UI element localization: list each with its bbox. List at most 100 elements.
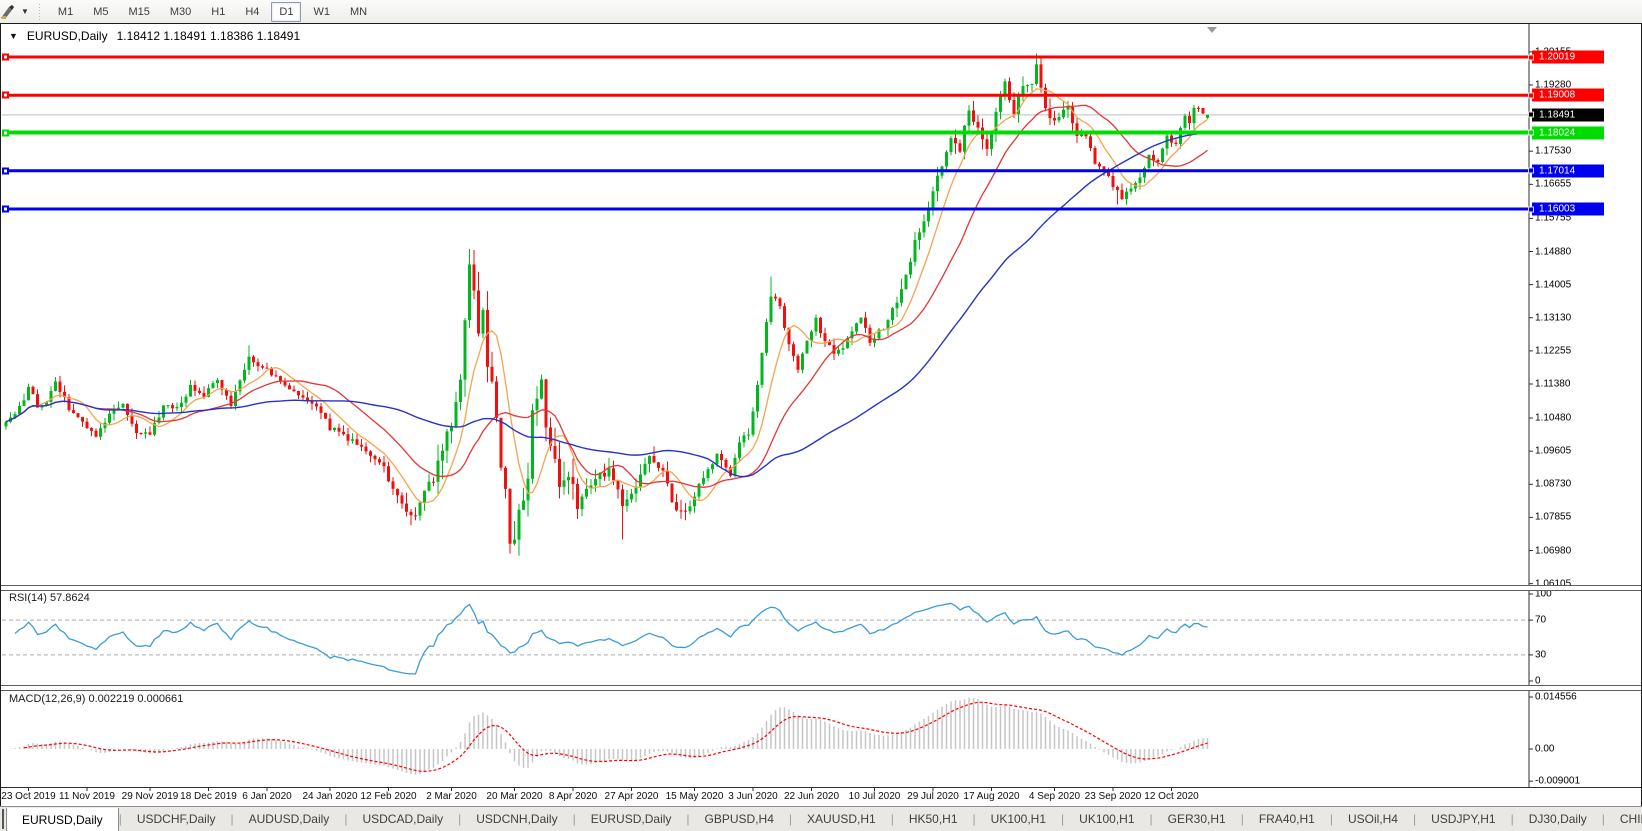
tabbar-grip[interactable]: [2, 809, 4, 829]
main-price-pane[interactable]: [1, 53, 1529, 556]
chart-tab-eurusd-daily[interactable]: EURUSD,Daily: [6, 808, 119, 831]
timeframe-button-d1[interactable]: D1: [271, 1, 302, 22]
date-axis-label: 17 Aug 2020: [963, 791, 1020, 802]
chart-tab-gbpusd-h4[interactable]: GBPUSD,H4: [704, 812, 774, 826]
price-axis-tick: 1.10480: [1535, 412, 1572, 424]
price-axis-tick: 1.14880: [1535, 246, 1572, 257]
pane-separator[interactable]: [1, 585, 1641, 591]
chart-tab-fra40-h1[interactable]: FRA40,H1: [1258, 812, 1315, 826]
chart-tab-eurusd-daily[interactable]: EURUSD,Daily: [590, 812, 672, 826]
price-chart-canvas[interactable]: [1, 24, 1641, 806]
timeframe-button-h4[interactable]: H4: [245, 5, 260, 18]
draw-cursor-icon-glyph: [1, 4, 14, 19]
chart-symbol-label: EURUSD,Daily: [26, 29, 108, 43]
ma-mid-line: [5, 104, 1208, 488]
tab-divider: |: [686, 812, 690, 826]
price-axis-tick: 1.07855: [1535, 511, 1572, 523]
price-axis-tick: 1.11380: [1535, 378, 1571, 390]
chart-tab-uk100-h1[interactable]: UK100,H1: [1079, 812, 1135, 826]
chart-tab-xauusd-h1[interactable]: XAUUSD,H1: [807, 812, 876, 826]
tab-divider: |: [1412, 812, 1417, 826]
timeframe-button-h1[interactable]: H1: [211, 5, 226, 18]
price-axis-tick: 1.06980: [1535, 545, 1572, 557]
top-toolbar: ▼ M1 M5 M15 M30 H1 H4 D1 W1 MN: [0, 0, 1642, 24]
macd-pane[interactable]: [6, 697, 1209, 775]
price-axis-tick: 1.19280: [1535, 79, 1572, 91]
date-axis-label: 15 May 2020: [665, 791, 724, 802]
date-axis-label: 12 Feb 2020: [360, 791, 417, 802]
tab-divider: |: [1240, 812, 1244, 826]
hline-drag-handle[interactable]: [2, 91, 9, 99]
hline-drag-handle[interactable]: [2, 129, 9, 136]
chart-tab-audusd-daily[interactable]: AUDUSD,Daily: [248, 812, 330, 826]
date-axis-label: 10 Jul 2020: [848, 791, 901, 802]
date-axis-label: 29 Nov 2019: [121, 791, 179, 802]
hline-drag-handle[interactable]: [2, 53, 9, 61]
date-axis-label: 24 Jan 2020: [302, 791, 358, 802]
toolbar-grip: [36, 3, 42, 20]
rsi-line: [14, 602, 1208, 675]
chevron-down-icon[interactable]: ▼: [21, 7, 29, 16]
level-price-tag: 1.18024: [1528, 126, 1604, 139]
date-axis-label: 27 Apr 2020: [604, 791, 659, 802]
chart-shift-marker-icon[interactable]: [1207, 27, 1217, 33]
date-axis-label: 23 Sep 2020: [1084, 791, 1142, 802]
rsi-axis-tick: 100: [1535, 588, 1552, 600]
tab-divider: |: [1510, 812, 1514, 826]
tab-divider: |: [1601, 812, 1605, 826]
price-axis-tick: 1.06105: [1535, 578, 1572, 590]
chart-tab-hk50-h1[interactable]: HK50,H1: [908, 812, 958, 826]
date-axis-label: 3 Jun 2020: [728, 791, 778, 802]
chart-tab-ger30-h1[interactable]: GER30,H1: [1167, 812, 1226, 826]
rsi-indicator-label: RSI(14) 57.8624: [9, 592, 90, 604]
chart-tab-uk100-h1[interactable]: UK100,H1: [990, 812, 1047, 826]
price-axis-tick: 1.08730: [1535, 478, 1572, 490]
macd-indicator-label: MACD(12,26,9) 0.002219 0.000661: [9, 693, 184, 705]
date-axis-label: 2 Mar 2020: [426, 791, 477, 802]
rsi-pane[interactable]: [2, 602, 1529, 675]
timeframe-button-m30[interactable]: M30: [169, 5, 192, 18]
tab-divider: |: [458, 812, 462, 826]
macd-histogram: [9, 697, 1209, 775]
draw-cursor-icon[interactable]: ▼: [0, 0, 33, 23]
tab-divider: |: [118, 812, 122, 826]
chart-tab-usoil-h4[interactable]: USOil,H4: [1347, 812, 1398, 826]
hline-drag-handle[interactable]: [2, 167, 9, 175]
chart-tab-china300-h1[interactable]: CHINA300,H1: [1619, 812, 1642, 826]
date-axis-label: 23 Oct 2019: [1, 791, 56, 802]
chart-tab-usdjpy-h1[interactable]: USDJPY,H1: [1431, 812, 1496, 826]
date-axis-label: 12 Oct 2020: [1144, 791, 1199, 802]
ma-fast-line: [5, 88, 1208, 504]
timeframe-button-mn[interactable]: MN: [349, 5, 368, 18]
current-price-tag: 1.18491: [1528, 108, 1604, 122]
date-axis-label: 22 Jun 2020: [783, 791, 840, 802]
timeframe-button-m1[interactable]: M1: [57, 5, 74, 18]
price-axis-tick: 1.13130: [1535, 312, 1572, 324]
tab-divider: |: [788, 812, 793, 826]
timeframe-button-m15[interactable]: M15: [128, 5, 150, 18]
chart-tab-usdcnh-daily[interactable]: USDCNH,Daily: [476, 812, 558, 826]
tab-divider: |: [1329, 812, 1333, 826]
level-price-tag: 1.19008: [1528, 88, 1604, 102]
tab-divider: |: [572, 812, 576, 826]
price-axis-tick: 1.16655: [1535, 178, 1572, 190]
hline-drag-handle[interactable]: [2, 205, 9, 213]
chart-ohlc-values: 1.18412 1.18491 1.18386 1.18491: [116, 29, 301, 43]
level-price-tag: 1.16003: [1528, 202, 1604, 216]
pane-separator[interactable]: [1, 685, 1641, 691]
tab-divider: |: [1149, 812, 1153, 826]
rsi-axis-tick: 70: [1535, 614, 1547, 626]
timeframe-button-group: M1 M5 M15 M30 H1 H4 D1 W1 MN: [48, 1, 377, 22]
chart-tab-dj30-daily[interactable]: DJ30,Daily: [1528, 812, 1587, 826]
rsi-axis-tick: 30: [1535, 649, 1547, 661]
timeframe-button-m5[interactable]: M5: [93, 5, 109, 18]
chart-collapse-icon[interactable]: ▼: [9, 31, 18, 41]
timeframe-button-w1[interactable]: W1: [313, 5, 330, 18]
tab-divider: |: [344, 812, 348, 826]
candlesticks: [4, 53, 1209, 556]
date-axis-label: 8 Apr 2020: [548, 791, 598, 802]
date-axis-label: 20 Mar 2020: [486, 791, 543, 802]
chart-window[interactable]: ▼ EURUSD,Daily 1.18412 1.18491 1.18386 1…: [0, 23, 1642, 807]
chart-tab-usdcad-daily[interactable]: USDCAD,Daily: [362, 812, 444, 826]
chart-tab-usdchf-daily[interactable]: USDCHF,Daily: [136, 812, 216, 826]
